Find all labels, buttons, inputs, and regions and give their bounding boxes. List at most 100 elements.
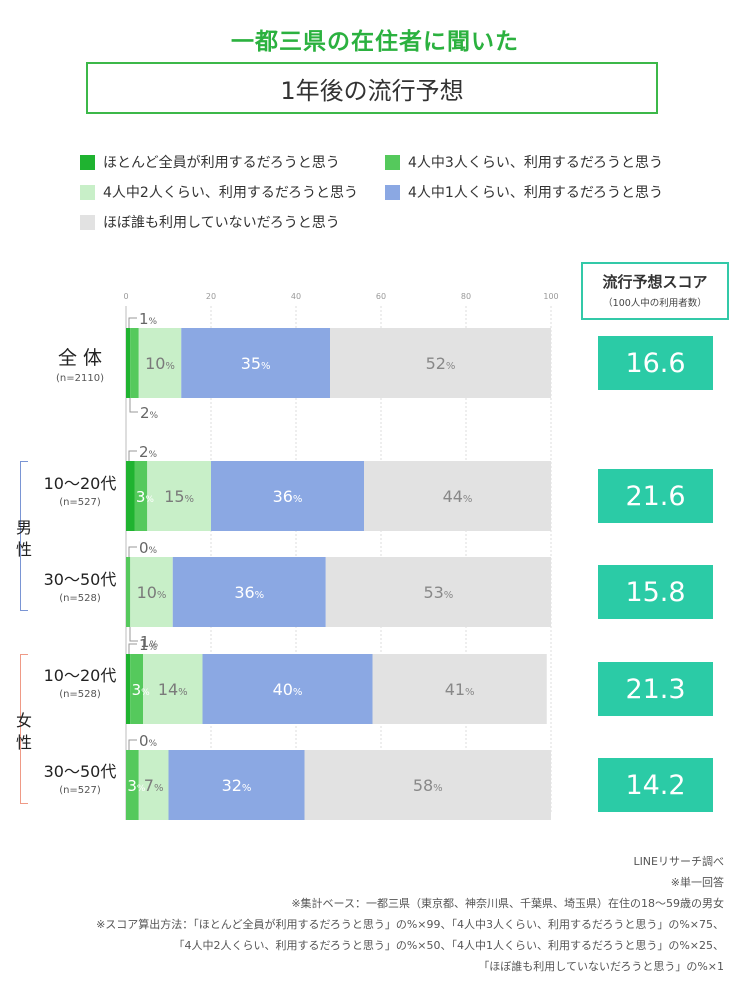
score-header: 流行予想スコア （100人中の利用者数） — [581, 262, 729, 320]
data-label: 52% — [426, 354, 456, 373]
male-group-bracket — [20, 461, 28, 611]
x-tick-label: 60 — [376, 292, 386, 301]
row-label-total: 全 体 (n=2110) — [40, 343, 120, 384]
footnote: ※スコア算出方法：「ほとんど全員が利用するだろうと思う」の%×99、「4人中3人… — [96, 918, 724, 931]
row-label-main: 全 体 — [57, 347, 103, 369]
row-label-main: 30〜50代 — [43, 570, 117, 589]
data-label: 35% — [241, 354, 271, 373]
chart-title-text: 1年後の流行予想 — [280, 76, 464, 105]
bar-segment — [364, 461, 551, 531]
row-label-male-30-50: 30〜50代 (n=528) — [36, 566, 124, 604]
bar-segment — [147, 461, 211, 531]
bar-segment — [126, 557, 131, 627]
row-label-main: 10〜20代 — [43, 474, 117, 493]
data-label: 1% — [140, 633, 159, 651]
legend-item: 4人中3人くらい、利用するだろうと思う — [385, 152, 663, 172]
bar-segment — [138, 328, 182, 398]
data-label: 32% — [222, 776, 252, 795]
score-value: 16.6 — [598, 336, 713, 390]
bar-segment — [126, 654, 131, 724]
data-label: 1% — [139, 310, 158, 328]
score-value: 14.2 — [598, 758, 713, 812]
callout-line — [128, 739, 137, 750]
callout-line — [128, 450, 137, 461]
bar-segment — [304, 750, 551, 820]
data-label: 44% — [443, 487, 473, 506]
score-value: 21.6 — [598, 469, 713, 523]
data-label: 7% — [144, 776, 164, 795]
x-tick-label: 100 — [543, 292, 558, 301]
bar-segment — [181, 328, 330, 398]
bar-segment — [130, 654, 143, 724]
row-label-main: 30〜50代 — [43, 762, 117, 781]
footnote: 「ほぼ誰も利用していないだろうと思う」の%×1 — [478, 960, 724, 973]
legend-item: 4人中2人くらい、利用するだろうと思う — [80, 182, 358, 202]
data-label: 0% — [139, 539, 158, 557]
source-note: LINEリサーチ調べ — [633, 855, 724, 868]
legend-label: 4人中1人くらい、利用するだろうと思う — [408, 185, 663, 201]
data-label: 36% — [273, 487, 303, 506]
legend-swatch — [80, 154, 95, 170]
female-group-label: 女性 — [15, 711, 32, 752]
score-value: 15.8 — [598, 565, 713, 619]
bars — [126, 328, 551, 820]
legend-label: ほとんど全員が利用するだろうと思う — [103, 155, 340, 171]
bar-segment — [126, 750, 139, 820]
row-label-sample: (n=528) — [59, 593, 101, 604]
callout-line — [128, 546, 137, 557]
data-label: 15% — [164, 487, 194, 506]
bar-segment — [211, 461, 364, 531]
data-label: 53% — [423, 583, 453, 602]
score-title: 流行予想スコア — [602, 273, 708, 291]
callout-line — [128, 643, 137, 654]
row-label-sample: (n=527) — [59, 497, 101, 508]
data-label: 2% — [139, 443, 158, 461]
footnote: 「4人中2人くらい、利用するだろうと思う」の%×50、「4人中1人くらい、利用す… — [173, 939, 724, 952]
bar-segment — [130, 557, 173, 627]
data-label: 3% — [132, 681, 151, 699]
x-tick-label: 40 — [291, 292, 301, 301]
row-label-sample: (n=528) — [59, 689, 101, 700]
callout-line — [128, 317, 137, 328]
data-label: 10% — [137, 583, 167, 602]
bar-segment — [372, 654, 547, 724]
data-label: 0% — [139, 732, 158, 750]
data-label: 3% — [127, 777, 146, 795]
row-label-female-30-50: 30〜50代 (n=527) — [36, 758, 124, 796]
data-label: 41% — [445, 680, 475, 699]
legend-label: ほぼ誰も利用していないだろうと思う — [103, 215, 340, 231]
data-label: 36% — [234, 583, 264, 602]
bar-segment — [325, 557, 551, 627]
data-label: 10% — [145, 354, 175, 373]
x-tick-label: 20 — [206, 292, 216, 301]
male-group-label: 男性 — [15, 518, 32, 559]
legend-swatch — [385, 154, 400, 170]
bar-segment — [130, 328, 139, 398]
callout-line — [129, 627, 138, 642]
legend-label: 4人中2人くらい、利用するだろうと思う — [103, 185, 358, 201]
bar-segment — [172, 557, 326, 627]
data-label: 1% — [139, 636, 158, 654]
data-label: 58% — [413, 776, 443, 795]
row-label-sample: (n=2110) — [56, 373, 104, 384]
data-label: 14% — [158, 680, 188, 699]
score-subtitle: （100人中の利用者数） — [603, 298, 707, 309]
footnote: ※集計ベース：一都三県（東京都、神奈川県、千葉県、埼玉県）在住の18〜59歳の男… — [291, 897, 724, 910]
row-label-sample: (n=527) — [59, 785, 101, 796]
legend-swatch — [80, 214, 95, 230]
legend-swatch — [385, 184, 400, 200]
chart-title: 1年後の流行予想 — [86, 62, 658, 114]
legend-swatch — [80, 184, 95, 200]
data-label: 2% — [140, 404, 159, 422]
bar-segment — [126, 328, 131, 398]
bar-segment — [126, 461, 135, 531]
stacked-bar-chart: 0 20 40 60 80 100 1% 2% 10% 35% 52% 2% 3% 15% 36% 44% 0… — [123, 292, 559, 820]
row-label-female-10-20: 10〜20代 (n=528) — [36, 662, 124, 700]
bar-segment — [168, 750, 305, 820]
data-label: 3% — [136, 488, 155, 506]
footnote: ※単一回答 — [670, 876, 724, 889]
female-group-bracket — [20, 654, 28, 804]
score-value: 21.3 — [598, 662, 713, 716]
bar-segment — [143, 654, 203, 724]
legend-label: 4人中3人くらい、利用するだろうと思う — [408, 155, 663, 171]
